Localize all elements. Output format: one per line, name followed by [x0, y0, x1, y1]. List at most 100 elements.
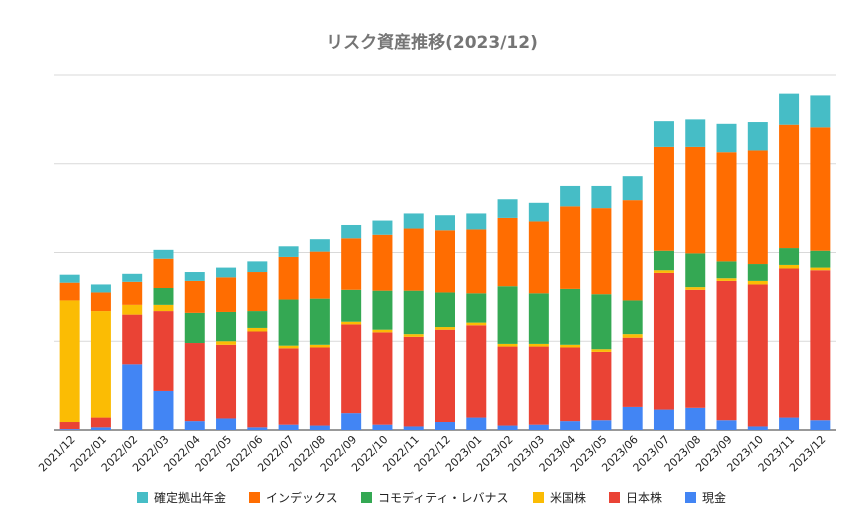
bar-segment — [247, 311, 268, 328]
bar-segment — [216, 344, 237, 419]
bar-segment — [560, 421, 581, 430]
bar-segment — [403, 334, 424, 337]
bar-segment — [497, 199, 518, 218]
bar-segment — [247, 261, 268, 273]
bar-segment — [153, 311, 174, 391]
bar-segment — [560, 344, 581, 348]
bar-segment — [59, 422, 80, 430]
bar-segment — [716, 280, 737, 421]
bar-segment — [779, 417, 800, 430]
bar-segment — [685, 253, 706, 288]
bar-segment — [653, 121, 674, 147]
bar-segment — [247, 427, 268, 430]
bar-segment — [810, 420, 831, 430]
bar-segment — [560, 206, 581, 289]
bar-segment — [184, 272, 205, 281]
bar-segment — [779, 124, 800, 249]
bar-segment — [435, 292, 455, 328]
bar-segment — [309, 347, 330, 426]
bar-segment — [184, 312, 205, 344]
bar-segment — [216, 341, 237, 345]
bar-segment — [341, 224, 362, 239]
bar-segment — [528, 343, 549, 347]
bar-segment — [591, 208, 612, 295]
bar-segment — [122, 304, 143, 315]
bar-segment — [466, 325, 487, 418]
bar-segment — [309, 239, 330, 252]
bar-segment — [403, 213, 424, 229]
bar-segment — [184, 421, 205, 430]
bar-segment — [810, 250, 831, 268]
bar-segment — [278, 345, 299, 349]
bar-segment — [309, 251, 330, 299]
bar-segment — [153, 288, 174, 305]
x-axis-ticks: 2021/122022/012022/022022/032022/042022/… — [36, 433, 828, 475]
bar-segment — [90, 292, 111, 312]
bar-segment — [747, 122, 768, 151]
bar-segment — [216, 267, 237, 278]
bar-segment — [653, 250, 674, 271]
bar-segment — [278, 299, 299, 346]
bar-segment — [622, 334, 643, 338]
bar-segment — [528, 424, 549, 430]
bar-segment — [90, 311, 111, 418]
bar-segment — [747, 264, 768, 281]
bar-segment — [497, 346, 518, 426]
legend-swatch — [137, 492, 148, 503]
bar-segment — [216, 418, 237, 430]
bar-segment — [466, 213, 487, 230]
bar-segment — [278, 256, 299, 300]
legend-swatch — [533, 492, 544, 503]
bar-segment — [341, 413, 362, 430]
bar-segment — [466, 229, 487, 294]
bar-segment — [497, 286, 518, 344]
bar-segment — [591, 420, 612, 430]
legend-swatch — [361, 492, 372, 503]
bar-segment — [685, 289, 706, 408]
bar-segment — [560, 185, 581, 207]
bar-segment — [622, 200, 643, 301]
bar-segment — [685, 119, 706, 147]
bar-segment — [528, 293, 549, 344]
legend-label: 確定拠出年金 — [154, 490, 226, 505]
bar-segment — [372, 234, 393, 291]
bar-segment — [466, 322, 487, 326]
bar-segment — [591, 351, 612, 421]
bar-segment — [278, 348, 299, 425]
bar-segment — [591, 294, 612, 350]
bar-segment — [341, 321, 362, 325]
bar-segment — [247, 331, 268, 428]
bar-segment — [560, 288, 581, 345]
bar-segment — [153, 258, 174, 288]
bar-segment — [779, 264, 800, 269]
bar-segment — [810, 95, 831, 128]
bar-segment — [779, 248, 800, 265]
bar-segment — [90, 284, 111, 293]
bar-segment — [309, 425, 330, 430]
legend-swatch — [685, 492, 696, 503]
bar-segment — [216, 311, 237, 342]
bar-segment — [622, 406, 643, 430]
bar-segment — [435, 422, 455, 430]
bar-segment — [372, 329, 393, 333]
bar-segment — [810, 270, 831, 421]
bar-segment — [591, 185, 612, 209]
bar-segment — [685, 146, 706, 254]
bar-segment — [685, 287, 706, 290]
bar-segment — [466, 293, 487, 323]
legend-label: 日本株 — [626, 490, 662, 505]
bar-segment — [184, 280, 205, 313]
bar-segment — [309, 344, 330, 348]
legend: 確定拠出年金 インデックス コモディティ・レバナス 米国株 日本株 現金 — [137, 490, 726, 505]
bar-segment — [403, 228, 424, 291]
bar-segment — [372, 220, 393, 235]
bar-segment — [341, 238, 362, 290]
bar-segment — [59, 300, 80, 423]
bar-segment — [341, 289, 362, 322]
bar-segment — [122, 273, 143, 282]
bar-segment — [403, 336, 424, 427]
bar-segment — [435, 329, 455, 423]
bar-segment — [247, 327, 268, 332]
